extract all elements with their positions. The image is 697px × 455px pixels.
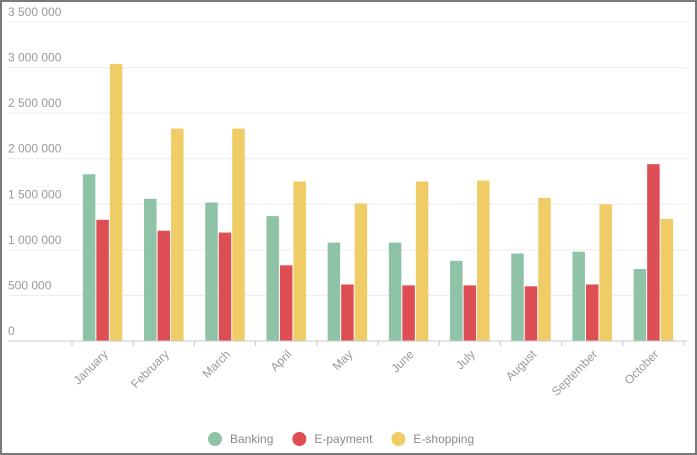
bar-e-shopping-may[interactable] xyxy=(354,203,368,341)
x-tick-label: February xyxy=(128,347,172,391)
bar-e-payment-august[interactable] xyxy=(524,286,538,341)
bar-e-shopping-july[interactable] xyxy=(477,180,490,341)
bar-banking-july[interactable] xyxy=(450,260,463,341)
bar-banking-may[interactable] xyxy=(327,242,341,341)
y-tick-label: 1 500 000 xyxy=(8,187,62,201)
legend-item-banking[interactable]: Banking xyxy=(208,432,273,446)
bars xyxy=(82,63,674,342)
bar-e-payment-march[interactable] xyxy=(218,232,232,341)
x-tick-label: September xyxy=(549,347,600,398)
bar-banking-september[interactable] xyxy=(572,251,585,341)
legend-label: Banking xyxy=(230,432,273,446)
bar-e-shopping-march[interactable] xyxy=(232,128,245,341)
y-tick-label: 500 000 xyxy=(8,278,52,292)
y-axis-tick-labels: 0 500 000 1 000 000 1 500 000 2 000 000 2 500… xyxy=(8,5,62,338)
legend: Banking E-payment E-shopping xyxy=(208,432,474,446)
legend-swatch xyxy=(292,432,307,446)
bar-e-shopping-october[interactable] xyxy=(660,218,674,341)
x-tick-label: May xyxy=(330,347,356,373)
bar-e-payment-june[interactable] xyxy=(402,285,415,341)
x-axis-tick-labels: January February March April May June July Augu… xyxy=(71,347,662,399)
y-tick-label: 1 000 000 xyxy=(8,233,62,247)
bar-banking-june[interactable] xyxy=(388,242,402,341)
x-tick-label: June xyxy=(388,347,417,376)
legend-label: E-shopping xyxy=(413,432,474,446)
y-tick-label: 3 500 000 xyxy=(8,5,62,19)
bar-banking-august[interactable] xyxy=(511,253,524,342)
y-tick-label: 3 000 000 xyxy=(8,51,62,65)
bar-e-payment-july[interactable] xyxy=(463,285,477,341)
bar-banking-april[interactable] xyxy=(266,216,279,341)
bar-e-payment-october[interactable] xyxy=(647,164,660,341)
y-tick-label: 2 000 000 xyxy=(8,142,62,156)
legend-item-e-shopping[interactable]: E-shopping xyxy=(391,432,474,446)
legend-swatch xyxy=(208,432,222,446)
bar-banking-february[interactable] xyxy=(144,198,157,341)
bar-banking-march[interactable] xyxy=(205,202,218,341)
x-tick-label: January xyxy=(71,347,111,387)
x-tick-label: October xyxy=(621,347,661,387)
x-tick-label: April xyxy=(267,347,294,374)
bar-e-payment-january[interactable] xyxy=(96,219,109,341)
x-axis xyxy=(8,340,687,346)
bar-e-shopping-june[interactable] xyxy=(415,181,429,342)
bar-banking-october[interactable] xyxy=(633,269,647,341)
bar-e-shopping-april[interactable] xyxy=(293,181,306,342)
x-tick-label: March xyxy=(200,347,233,380)
bar-e-payment-may[interactable] xyxy=(341,284,354,341)
bar-e-payment-september[interactable] xyxy=(585,284,599,341)
y-tick-label: 0 xyxy=(8,324,15,338)
bar-e-shopping-august[interactable] xyxy=(538,197,551,341)
y-tick-label: 2 500 000 xyxy=(8,96,62,110)
bar-banking-january[interactable] xyxy=(82,174,96,341)
legend-swatch xyxy=(391,432,406,446)
bar-e-payment-april[interactable] xyxy=(279,265,293,341)
x-tick-label: August xyxy=(503,347,540,384)
bar-e-shopping-february[interactable] xyxy=(171,128,184,341)
bar-e-shopping-january[interactable] xyxy=(109,63,123,342)
bar-e-shopping-september[interactable] xyxy=(599,204,612,341)
legend-label: E-payment xyxy=(314,432,373,446)
x-tick-label: July xyxy=(453,347,478,372)
legend-item-e-payment[interactable]: E-payment xyxy=(292,432,373,446)
bar-e-payment-february[interactable] xyxy=(157,230,171,341)
